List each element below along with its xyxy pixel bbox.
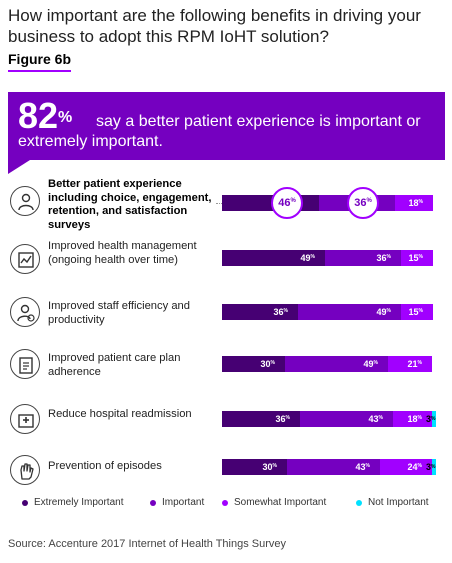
patient-icon: [10, 186, 40, 216]
bar-segment-extremely-important: 36%: [222, 411, 300, 427]
bar-segment-extremely-important: 30%: [222, 459, 287, 475]
bar-value-label: 36%: [275, 414, 290, 424]
bar-segment-important: 49%: [298, 304, 401, 320]
hand-stop-icon: [10, 455, 40, 485]
bar-segment-extremely-important: 36%: [222, 304, 298, 320]
row-label: Improved staff efficiency and productivi…: [48, 300, 190, 326]
highlight-banner: 82% say a better patient experience is i…: [8, 92, 445, 160]
row-leader-line: [216, 203, 222, 204]
figure-underline: [8, 70, 71, 72]
bar-segment-important: 49%: [285, 356, 388, 372]
legend-swatch: [356, 500, 362, 506]
banner-pointer: [8, 160, 30, 174]
bar-value-label: 18%: [407, 414, 422, 424]
bar-value-label: 36%: [273, 307, 288, 317]
row-label: Reduce hospital readmission: [48, 408, 192, 420]
chart-question-title: How important are the following benefits…: [8, 6, 421, 46]
legend-swatch: [22, 500, 28, 506]
care-plan-icon: [10, 349, 40, 379]
legend-label: Extremely Important: [34, 497, 124, 508]
bar-value-label: 49%: [363, 359, 378, 369]
legend-swatch: [222, 500, 228, 506]
banner-percentage: 82%: [18, 95, 73, 136]
legend-label: Somewhat Important: [234, 497, 327, 508]
highlight-value-bubble: 36%: [347, 187, 379, 219]
bar-segment-not-important: [432, 459, 436, 475]
staff-icon: [10, 297, 40, 327]
bar-segment-not-important: [432, 411, 436, 427]
row-label: Better patient experience including choi…: [48, 178, 212, 231]
legend-swatch: [150, 500, 156, 506]
legend-label: Not Important: [368, 497, 429, 508]
bar-value-label: 49%: [300, 253, 315, 263]
bar-segment-extremely-important: 49%: [222, 250, 325, 266]
bar-value-label: 3%: [426, 462, 436, 472]
bar-segment-extremely-important: 30%: [222, 356, 285, 372]
bar-value-label: 15%: [408, 253, 423, 263]
bar-value-label: 24%: [407, 462, 422, 472]
highlight-value-bubble: 46%: [271, 187, 303, 219]
legend-label: Important: [162, 497, 205, 508]
bar-segment-important: 43%: [300, 411, 393, 427]
bar-value-label: 21%: [407, 359, 422, 369]
bar-value-label: 43%: [368, 414, 383, 424]
health-chart-icon: [10, 244, 40, 274]
bar-segment-important: 43%: [287, 459, 380, 475]
row-label: Improved health management (ongoing heal…: [48, 240, 197, 266]
banner-text: say a better patient experience is impor…: [18, 113, 421, 150]
bar-segment-important: 36%: [325, 250, 401, 266]
bar-value-label: 36%: [376, 253, 391, 263]
bar-value-label: 30%: [260, 359, 275, 369]
figure-label: Figure 6b: [8, 51, 72, 67]
bar-value-label: 15%: [408, 307, 423, 317]
bar-value-label: 43%: [355, 462, 370, 472]
bar-segment-somewhat-important: 18%: [395, 195, 433, 211]
bar-segment-somewhat-important: 21%: [388, 356, 432, 372]
chart-legend: Extremely Important Important Somewhat Imp…: [0, 496, 452, 512]
source-note: Source: Accenture 2017 Internet of Healt…: [8, 538, 287, 550]
hospital-icon: [10, 404, 40, 434]
bar-segment-somewhat-important: 15%: [401, 250, 433, 266]
bar-value-label: 30%: [262, 462, 277, 472]
bar-value-label: 49%: [376, 307, 391, 317]
bar-segment-somewhat-important: 18%: [393, 411, 432, 427]
bar-value-label: 18%: [408, 198, 423, 208]
row-label: Prevention of episodes: [48, 460, 162, 472]
row-label: Improved patient care plan adherence: [48, 352, 181, 378]
bar-segment-somewhat-important: 24%: [380, 459, 432, 475]
bar-segment-somewhat-important: 15%: [401, 304, 433, 320]
bar-value-label: 3%: [426, 414, 436, 424]
